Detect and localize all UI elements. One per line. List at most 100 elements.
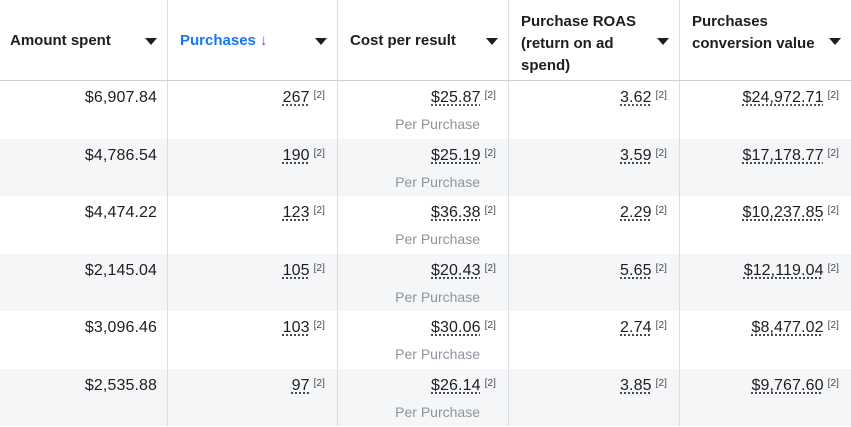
cost-per-result-cell: $25.19 [2] Per Purchase	[338, 138, 509, 196]
metric-value[interactable]: $25.87	[431, 89, 481, 106]
metric-value[interactable]: $10,237.85	[742, 204, 824, 221]
metric-value[interactable]: $36.38	[431, 204, 481, 221]
metric-value[interactable]: 3.59	[620, 146, 652, 164]
column-header-label: Cost per result	[350, 32, 456, 49]
footnote-marker[interactable]: [2]	[655, 262, 667, 274]
column-header-conversion-value[interactable]: Purchases conversion value	[680, 0, 851, 80]
cell-value: 2.74 [2]	[620, 319, 667, 337]
result-type-label: Per Purchase	[395, 403, 480, 420]
caret-down-icon[interactable]	[486, 38, 498, 45]
footnote-marker[interactable]: [2]	[313, 377, 325, 389]
result-type-label: Per Purchase	[395, 173, 480, 190]
footnote-marker[interactable]: [2]	[655, 147, 667, 159]
metric-value[interactable]: $17,178.77	[742, 146, 824, 164]
column-header-amount-spent[interactable]: Amount spent	[0, 0, 168, 80]
amount-value: $3,096.46	[84, 319, 157, 336]
purchases-cell: 103 [2]	[168, 311, 338, 369]
metric-value[interactable]: 267	[282, 89, 310, 106]
footnote-marker[interactable]: [2]	[655, 320, 667, 331]
column-header-label: Amount spent	[10, 32, 111, 49]
metric-value[interactable]: 5.65	[620, 261, 652, 279]
cell-value: $6,907.84	[85, 89, 157, 107]
footnote-marker[interactable]: [2]	[827, 90, 839, 101]
cell-value: $8,477.02 [2]	[751, 319, 839, 337]
footnote-marker[interactable]: [2]	[827, 262, 839, 274]
metric-value[interactable]: 3.85	[620, 376, 652, 394]
metric-value[interactable]: $9,767.60	[751, 376, 824, 394]
column-header-label: Purchases conversion value	[692, 13, 815, 52]
metric-value[interactable]: 3.62	[620, 89, 652, 106]
footnote-marker[interactable]: [2]	[313, 90, 325, 101]
cell-value: $4,474.22	[85, 204, 157, 222]
cost-per-result-cell: $30.06 [2] Per Purchase	[338, 311, 509, 369]
roas-cell: 3.59 [2]	[509, 138, 680, 196]
conversion-value-cell: $12,119.04 [2]	[680, 254, 851, 312]
conversion-value-cell: $24,972.71 [2]	[680, 81, 851, 139]
conversion-value-cell: $8,477.02 [2]	[680, 311, 851, 369]
amount-spent-cell: $3,096.46	[0, 311, 168, 369]
metric-value[interactable]: $24,972.71	[742, 89, 824, 106]
metric-value[interactable]: $25.19	[431, 146, 481, 164]
column-header-purchase-roas[interactable]: Purchase ROAS (return on ad spend)	[509, 0, 680, 80]
metric-value[interactable]: 97	[291, 376, 310, 394]
metric-value[interactable]: 103	[282, 319, 310, 336]
cell-value: 267 [2]	[283, 89, 325, 107]
result-type-label: Per Purchase	[395, 231, 480, 247]
footnote-marker[interactable]: [2]	[313, 320, 325, 331]
footnote-marker[interactable]: [2]	[827, 377, 839, 389]
metric-value[interactable]: 2.29	[620, 204, 652, 221]
footnote-marker[interactable]: [2]	[484, 205, 496, 216]
roas-cell: 2.74 [2]	[509, 311, 680, 369]
roas-cell: 3.85 [2]	[509, 368, 680, 426]
cell-value: $2,145.04	[85, 262, 157, 280]
column-header-cost-per-result[interactable]: Cost per result	[338, 0, 509, 80]
footnote-marker[interactable]: [2]	[484, 320, 496, 331]
footnote-marker[interactable]: [2]	[827, 205, 839, 216]
result-type-label: Per Purchase	[395, 116, 480, 132]
footnote-marker[interactable]: [2]	[655, 90, 667, 101]
cell-value: $26.14 [2]	[431, 377, 496, 395]
footnote-marker[interactable]: [2]	[313, 262, 325, 274]
amount-value: $2,145.04	[84, 261, 157, 279]
metric-value[interactable]: $30.06	[431, 319, 481, 336]
amount-spent-cell: $4,786.54	[0, 138, 168, 196]
footnote-marker[interactable]: [2]	[484, 90, 496, 101]
purchases-cell: 267 [2]	[168, 81, 338, 139]
table-row: $4,786.54 190 [2] $25.19 [2] Per Purchase 3.59…	[0, 138, 851, 196]
metric-value[interactable]: 190	[282, 146, 310, 164]
footnote-marker[interactable]: [2]	[313, 147, 325, 159]
footnote-marker[interactable]: [2]	[655, 205, 667, 216]
column-header-label: Purchases ↓	[180, 32, 268, 49]
caret-down-icon[interactable]	[657, 38, 669, 45]
metric-value[interactable]: $8,477.02	[751, 319, 824, 336]
footnote-marker[interactable]: [2]	[313, 205, 325, 216]
table-header: Amount spent Purchases ↓ Cost per result…	[0, 0, 851, 81]
amount-spent-cell: $6,907.84	[0, 81, 168, 139]
footnote-marker[interactable]: [2]	[827, 320, 839, 331]
metric-value[interactable]: 123	[282, 204, 310, 221]
footnote-marker[interactable]: [2]	[484, 377, 496, 389]
column-header-purchases[interactable]: Purchases ↓	[168, 0, 338, 80]
footnote-marker[interactable]: [2]	[484, 147, 496, 159]
purchases-cell: 97 [2]	[168, 368, 338, 426]
metric-value[interactable]: 105	[282, 261, 310, 279]
metric-value[interactable]: $26.14	[431, 376, 481, 394]
table-row: $3,096.46 103 [2] $30.06 [2] Per Purchase 2.74…	[0, 311, 851, 369]
amount-spent-cell: $2,145.04	[0, 253, 168, 311]
purchases-cell: 190 [2]	[168, 138, 338, 196]
amount-spent-cell: $4,474.22	[0, 196, 168, 254]
metric-value[interactable]: $20.43	[431, 261, 481, 279]
metric-value[interactable]: $12,119.04	[743, 261, 824, 279]
cell-value: 3.85 [2]	[620, 377, 667, 395]
caret-down-icon[interactable]	[829, 38, 841, 45]
column-header-label: Purchase ROAS (return on ad spend)	[521, 13, 637, 74]
caret-down-icon[interactable]	[315, 38, 327, 45]
footnote-marker[interactable]: [2]	[655, 377, 667, 389]
purchases-cell: 123 [2]	[168, 196, 338, 254]
caret-down-icon[interactable]	[145, 38, 157, 45]
purchases-cell: 105 [2]	[168, 253, 338, 311]
metric-value[interactable]: 2.74	[620, 319, 652, 336]
cell-value: $9,767.60 [2]	[751, 377, 839, 395]
footnote-marker[interactable]: [2]	[827, 147, 839, 159]
footnote-marker[interactable]: [2]	[484, 262, 496, 274]
